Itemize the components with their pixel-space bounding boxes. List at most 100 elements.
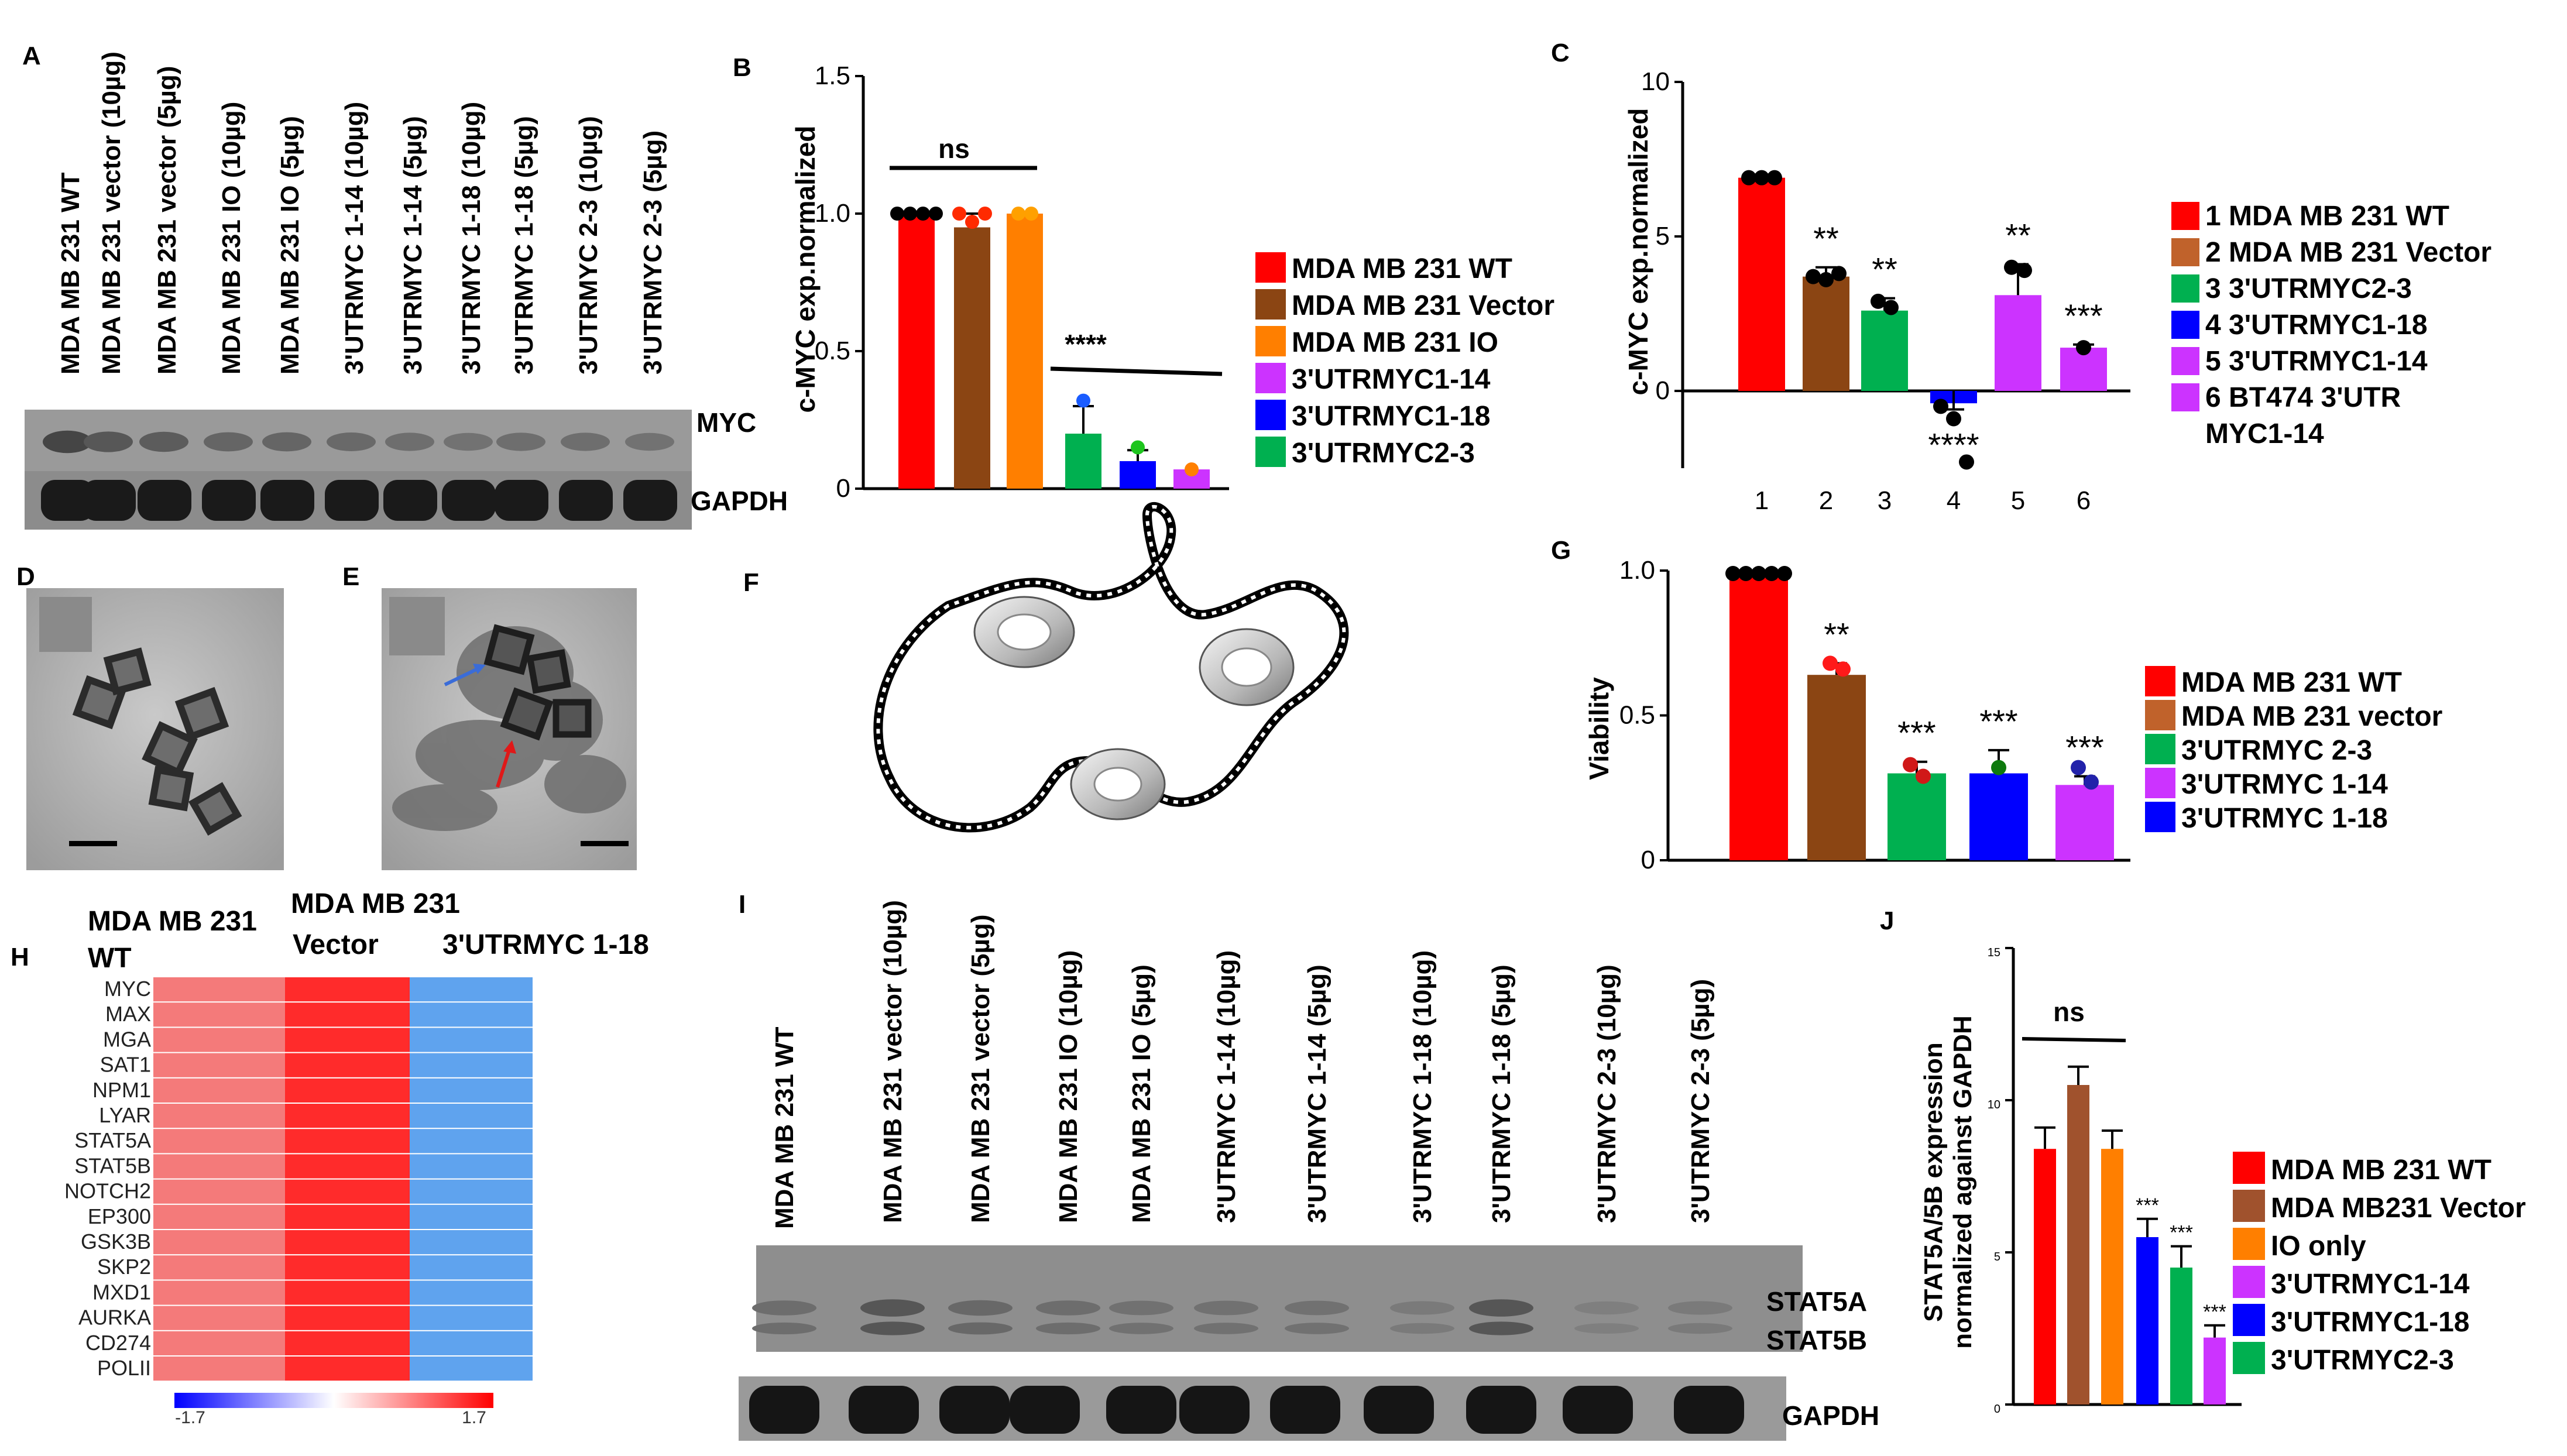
lane-label: MDA MB 231 IO (5µg): [1127, 964, 1156, 1223]
data-point: [929, 207, 943, 221]
nanocage-1: [973, 596, 1075, 668]
legend-label: MDA MB 231 Vector: [1292, 290, 1554, 321]
panel-j-y-axis-label-line-1: STAT5A/5B expression: [1919, 1042, 1948, 1322]
legend-swatch: [2145, 802, 2175, 832]
stat5-bands: [752, 1299, 1732, 1335]
y-tick-label: 1.5: [815, 61, 850, 90]
lane-label: 3'UTRMYC 2-3 (10µg): [1593, 964, 1621, 1223]
panel-j-ns-annotation: ns: [2053, 997, 2085, 1027]
data-point: [1946, 411, 1961, 427]
panel-g-y-axis-label: Viability: [1584, 677, 1614, 780]
lane-label: 3'UTRMYC 1-18 (5µg): [510, 116, 538, 375]
lane-label: MDA MB 231 WT: [56, 172, 85, 375]
data-point: [1835, 661, 1851, 677]
heatmap-gene-label: EP300: [88, 1204, 151, 1228]
gapdh-band: [1466, 1386, 1536, 1434]
significance-marker: **: [1872, 251, 1897, 288]
stat5b-band: [1390, 1323, 1454, 1334]
legend-swatch: [2145, 666, 2175, 696]
heatmap-gene-label: GSK3B: [81, 1230, 151, 1254]
y-tick-label: 0: [1656, 376, 1670, 405]
panel-b-y-axis-label: c-MYC exp.normalized: [790, 126, 821, 413]
legend-swatch: [2171, 274, 2199, 303]
myc-band: [204, 432, 253, 452]
panel-b-significance-annotation: ****: [1065, 329, 1107, 359]
stat5a-band: [1469, 1299, 1533, 1317]
heatmap-cell: [285, 1002, 410, 1027]
panel-g-chart: 00.51.0 ***** ****** Viability MDA MB 231…: [1584, 556, 2442, 874]
gapdh-band: [260, 480, 314, 521]
data-point: [1991, 760, 2006, 775]
bar: [2034, 1149, 2056, 1405]
data-point: [1741, 170, 1756, 186]
heatmap-cell: [153, 1204, 285, 1229]
tem-image-e-aggregates: [392, 626, 626, 831]
data-point: [903, 207, 917, 221]
lane-label: 3'UTRMYC 1-14 (5µg): [399, 116, 427, 375]
heatmap-gene-label: MXD1: [92, 1280, 151, 1304]
panel-c-axes: 0 5 10 1 2 3 4 5 6: [1641, 67, 2130, 515]
data-point: [978, 207, 992, 221]
significance-marker: ***: [2064, 297, 2102, 334]
tem-image-e-red-arrowhead: [503, 740, 516, 754]
legend-swatch: [1255, 400, 1286, 430]
heatmap-cell: [153, 1179, 285, 1204]
myc-band: [84, 431, 133, 452]
significance-marker: ***: [2203, 1301, 2226, 1323]
panel-c-y-axis-label: c-MYC exp.normalized: [1623, 108, 1653, 396]
heatmap-cell: [153, 1230, 285, 1255]
legend-label: MDA MB 231 IO: [1292, 327, 1498, 358]
myc-band: [385, 432, 434, 451]
significance-marker: ****: [1928, 427, 1979, 463]
x-tick-label: 1: [1755, 486, 1769, 515]
legend-swatch: [2233, 1152, 2265, 1184]
panel-letter-h: H: [11, 943, 29, 971]
heatmap-cell: [410, 1306, 533, 1330]
panel-j-chart: 0 5 10 15 *** *** *** STAT5A/5B expression no…: [1919, 946, 2526, 1416]
gapdh-band: [442, 480, 496, 521]
stat5b-band: [860, 1321, 925, 1335]
panel-letter-e: E: [342, 562, 359, 591]
y-tick-label: 5: [1656, 222, 1670, 250]
lane-label: 3'UTRMYC 2-3 (5µg): [1686, 979, 1715, 1223]
heatmap-gene-label: CD274: [85, 1331, 151, 1355]
tem-image-e-blue-arrow: [444, 665, 482, 686]
legend-swatch: [2171, 347, 2199, 375]
stat5a-band: [860, 1299, 925, 1317]
heatmap-col-header-3: 3'UTRMYC 1-18: [442, 929, 649, 960]
gapdh-band: [1563, 1386, 1633, 1434]
lane-label: MDA MB 231 IO (5µg): [276, 116, 304, 375]
gapdh-band: [1674, 1386, 1744, 1434]
lane-label: 3'UTRMYC 1-14 (5µg): [1303, 964, 1331, 1223]
gapdh-band: [1179, 1386, 1250, 1434]
tem-image-e-red-arrow: [496, 746, 512, 788]
heatmap-cell: [410, 1179, 533, 1204]
heatmap-cell: [285, 1179, 410, 1204]
bar: [2136, 1237, 2158, 1405]
gapdh-band: [849, 1386, 919, 1434]
data-point: [1818, 272, 1834, 287]
panel-i-lane-labels: MDA MB 231 WT MDA MB 231 vector (10µg) MDA…: [770, 900, 1715, 1229]
panel-j-bars: *** *** ***: [2034, 1065, 2226, 1405]
data-point: [965, 215, 979, 229]
nanocage-shapes: [973, 596, 1295, 820]
panel-letter-g: G: [1551, 536, 1571, 565]
stat5b-band-label: STAT5B: [1766, 1325, 1867, 1355]
legend-label: 3 3'UTRMYC2-3: [2205, 273, 2412, 304]
legend-swatch: [2171, 202, 2199, 230]
tem-image-d-particles: [72, 647, 242, 836]
lane-label: MDA MB 231 WT: [770, 1026, 799, 1229]
bar: [2055, 785, 2114, 860]
significance-marker: **: [2005, 217, 2031, 254]
heatmap-cell: [410, 1104, 533, 1128]
heatmap-cell: [153, 1154, 285, 1179]
panel-b-legend: MDA MB 231 WT MDA MB 231 Vector MDA MB 231…: [1255, 252, 1554, 469]
y-tick-label: 0: [1994, 1403, 2000, 1416]
significance-marker: ***: [2065, 729, 2103, 765]
heatmap-cell: [285, 1104, 410, 1128]
tem-image-e-inset: [389, 597, 445, 655]
heatmap-cell: [153, 1002, 285, 1027]
x-tick-label: 2: [1819, 486, 1833, 515]
